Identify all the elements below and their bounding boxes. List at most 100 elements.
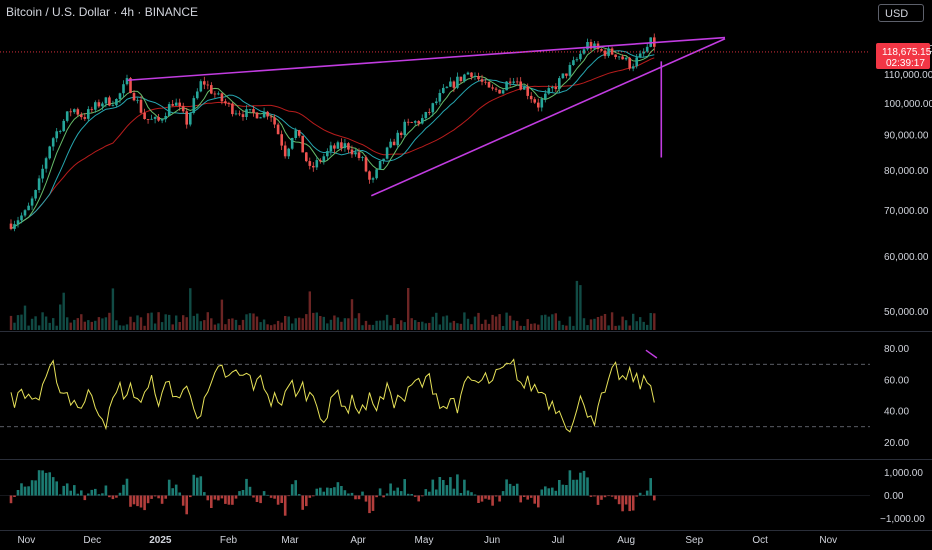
time-axis-label: May [415,535,434,546]
osc-bar [631,495,635,511]
volume-bar [361,325,364,330]
candle-body [76,109,80,115]
candle-body [396,132,399,146]
volume-bar [350,299,354,330]
volume-bar [480,323,484,330]
volume-bar [607,325,610,330]
volume-bar [396,324,399,330]
volume-bar [284,316,287,330]
candle-body [319,160,322,162]
candle-body [255,112,259,119]
candle-body [533,99,536,103]
osc-bar [424,489,428,496]
candle-body [631,66,635,69]
volume-bar [305,314,308,330]
osc-bar [248,486,252,496]
osc-bar [389,483,392,496]
volume-bar [280,322,283,330]
osc-bar [305,495,308,507]
volume-bar [498,314,501,330]
osc-bar [301,495,304,510]
candle-body [438,93,442,102]
candle-body [586,42,589,50]
osc-bar [132,495,136,505]
candle-body [645,46,649,52]
osc-bar [544,486,547,496]
osc-bar [586,477,589,496]
candle-body [220,93,224,102]
volume-bar [635,321,638,330]
volume-bar [185,317,188,330]
osc-bar [638,492,642,496]
osc-bar [382,495,385,498]
osc-bar [308,495,312,498]
volume-bar [178,322,181,330]
osc-bar [192,474,196,496]
volume-bar [146,313,150,330]
osc-bar [572,479,575,496]
volume-bar [421,321,424,330]
osc-bar [27,486,30,496]
volume-bar [241,319,245,330]
osc-bar [403,479,406,496]
candle-body [139,99,143,113]
volume-bar [87,320,90,330]
candle-body [73,109,76,113]
volume-bar [80,314,83,330]
rsi-line [10,358,655,433]
volume-bar [129,316,132,330]
candle-body [283,145,287,157]
candle-body [280,134,283,146]
candle-body [58,131,62,132]
osc-bar [371,495,375,511]
candle-body [565,73,568,76]
volume-bar [125,324,129,330]
osc-bar [101,493,104,496]
osc-bar [73,485,76,496]
osc-bar [203,492,206,496]
candle-body [410,122,413,123]
candle-body [336,142,340,149]
volume-bar [199,321,202,330]
osc-bar [610,495,614,497]
volume-bar [44,316,48,330]
volume-bar [160,322,164,330]
candle-body [558,78,561,89]
volume-bar [414,320,417,330]
currency-button[interactable]: USD [878,4,924,22]
osc-bar [466,490,470,496]
candle-body [206,84,210,86]
volume-bar [73,319,76,330]
osc-bar [649,478,652,496]
candle-body [529,95,533,100]
osc-bar [58,494,62,496]
volume-bar [561,324,565,330]
candle-body [132,93,136,101]
volume-bar [238,325,241,330]
candle-body [508,81,512,83]
osc-bar [9,495,13,504]
osc-bar [435,489,438,496]
candle-body [579,53,582,60]
volume-bar [62,292,65,330]
osc-bar [449,477,452,496]
candle-body [385,147,389,159]
volume-bar [589,319,593,330]
volume-bar [452,320,456,330]
osc-bar [146,495,150,504]
candle-body [368,171,371,180]
osc-bar [231,495,234,505]
candle-body [164,116,167,120]
osc-bar [104,485,108,496]
volume-bar [312,312,315,330]
candle-body [413,121,417,123]
volume-bar [276,320,280,330]
candle-body [501,90,505,94]
volume-bar [298,317,301,330]
volume-bar [596,317,600,330]
osc-bar [399,491,403,496]
price-axis-label: 110,000.00 [884,70,932,81]
osc-bar [94,488,97,496]
price-axis-label: 70,000.00 [884,206,929,217]
